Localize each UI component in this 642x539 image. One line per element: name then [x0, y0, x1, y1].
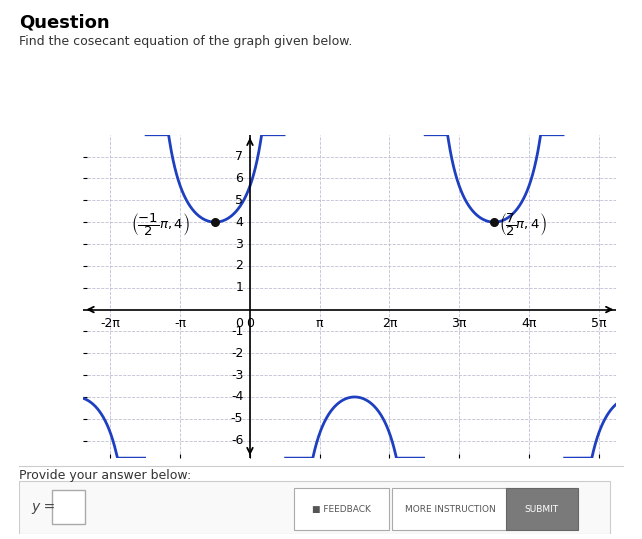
- Text: Provide your answer below:: Provide your answer below:: [19, 469, 191, 482]
- Text: -π: -π: [174, 317, 186, 330]
- Text: y =: y =: [31, 500, 55, 514]
- Text: Find the cosecant equation of the graph given below.: Find the cosecant equation of the graph …: [19, 35, 352, 48]
- Text: 1: 1: [236, 281, 243, 294]
- Text: 3: 3: [236, 238, 243, 251]
- Text: π: π: [316, 317, 324, 330]
- Text: -4: -4: [231, 390, 243, 404]
- Text: 7: 7: [236, 150, 243, 163]
- Text: 4π: 4π: [521, 317, 537, 330]
- Text: 3π: 3π: [451, 317, 467, 330]
- Text: 2: 2: [236, 259, 243, 272]
- Text: MORE INSTRUCTION: MORE INSTRUCTION: [405, 505, 496, 514]
- FancyBboxPatch shape: [19, 481, 611, 534]
- Text: 6: 6: [236, 172, 243, 185]
- Text: 0: 0: [246, 317, 254, 330]
- Text: 5π: 5π: [591, 317, 607, 330]
- Text: $\left(\dfrac{-1}{2}\pi,4\right)$: $\left(\dfrac{-1}{2}\pi,4\right)$: [131, 211, 189, 238]
- Text: 5: 5: [236, 194, 243, 207]
- FancyBboxPatch shape: [52, 490, 85, 524]
- Text: $\left(\dfrac{7}{2}\pi,4\right)$: $\left(\dfrac{7}{2}\pi,4\right)$: [499, 211, 546, 238]
- Text: ■ FEEDBACK: ■ FEEDBACK: [312, 505, 371, 514]
- Text: -2: -2: [231, 347, 243, 360]
- Text: -2π: -2π: [101, 317, 121, 330]
- Text: SUBMIT: SUBMIT: [525, 505, 559, 514]
- Text: -1: -1: [231, 325, 243, 338]
- Text: -3: -3: [231, 369, 243, 382]
- Text: 2π: 2π: [382, 317, 397, 330]
- Text: -6: -6: [231, 434, 243, 447]
- FancyBboxPatch shape: [506, 488, 578, 530]
- Text: 0: 0: [236, 317, 243, 330]
- Text: Question: Question: [19, 13, 110, 31]
- FancyBboxPatch shape: [294, 488, 390, 530]
- FancyBboxPatch shape: [392, 488, 509, 530]
- Text: 4: 4: [236, 216, 243, 229]
- Text: -5: -5: [231, 412, 243, 425]
